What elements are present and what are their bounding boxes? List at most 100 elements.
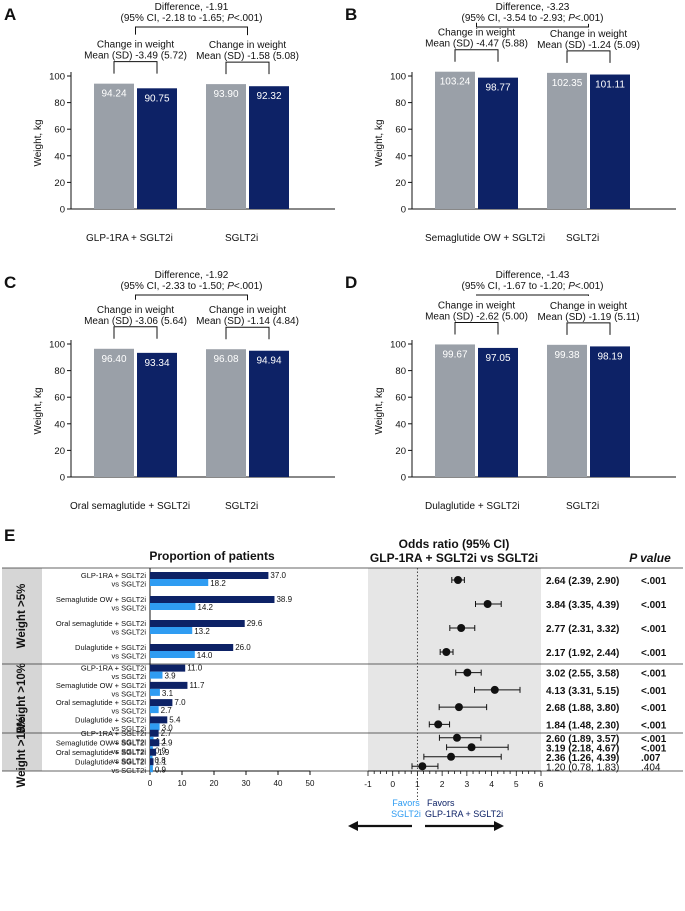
group-label: GLP-1RA + SGLT2i (86, 233, 173, 244)
difference-label: Difference, -1.91 (155, 2, 229, 13)
section-label: Weight >10% (16, 663, 28, 734)
glp1-proportion-bar (150, 758, 154, 766)
y-tick-label: 0 (401, 473, 406, 484)
y-tick-label: 20 (395, 178, 406, 189)
favors-left-label: Favors (392, 798, 420, 808)
bar-value-label: 94.94 (256, 356, 281, 367)
odds-ratio-tick-label: -1 (364, 779, 372, 789)
followup-bar (249, 86, 289, 209)
p-value: <.001 (641, 686, 667, 697)
change-bracket (113, 326, 158, 339)
sglt2-proportion-bar (150, 706, 159, 714)
glp1-proportion-bar (150, 644, 234, 651)
glp1-proportion-bar (150, 572, 269, 579)
comparison-label: Semaglutide OW + SGLT2i (56, 681, 146, 690)
y-tick-label: 20 (54, 178, 65, 189)
followup-bar (137, 352, 177, 477)
change-bracket (454, 49, 499, 62)
followup-bar (590, 346, 630, 477)
comparison-sublabel: vs SGLT2i (112, 672, 147, 681)
change-label: Mean (SD) -2.62 (5.00) (425, 311, 528, 322)
comparison-sublabel: vs SGLT2i (112, 580, 147, 589)
bar-value-label: 93.34 (144, 358, 169, 369)
glp1-proportion-value: 11.0 (187, 664, 203, 673)
panel-letter-B: B (345, 5, 357, 24)
odds-ratio-ci-text: 3.84 (3.35, 4.39) (546, 600, 619, 611)
sglt2-proportion-value: 18.2 (210, 579, 226, 588)
y-tick-label: 0 (401, 205, 406, 216)
change-bracket (113, 61, 158, 74)
bar-value-label: 93.90 (213, 89, 238, 100)
p-value: .007 (641, 753, 661, 764)
change-label: Mean (SD) -4.47 (5.88) (425, 39, 528, 50)
comparison-label: Oral semaglutide + SGLT2i (56, 748, 146, 757)
panel-letter-E: E (4, 526, 15, 545)
y-tick-label: 100 (49, 340, 65, 351)
change-label: Mean (SD) -1.19 (5.11) (537, 312, 639, 323)
change-label: Mean (SD) -3.49 (5.72) (84, 51, 187, 62)
y-tick-label: 60 (395, 125, 406, 136)
p-value: .404 (641, 762, 661, 773)
comparison-sublabel: vs SGLT2i (112, 652, 147, 661)
difference-label: Difference, -1.92 (155, 270, 229, 281)
proportion-tick-label: 40 (274, 779, 283, 788)
followup-bar (249, 350, 289, 477)
section-label: Weight >5% (16, 584, 28, 649)
section-label: Weight >15% (16, 716, 28, 787)
followup-bar (590, 74, 630, 209)
baseline-bar (94, 348, 134, 477)
sglt2-proportion-bar (150, 627, 193, 634)
change-label: Change in weight (550, 29, 627, 40)
bar-value-label: 96.40 (101, 354, 126, 365)
comparison-sublabel: vs SGLT2i (112, 766, 147, 775)
difference-ci: (95% CI, -2.33 to -1.50; P<.001) (120, 281, 262, 292)
p-value: <.001 (641, 703, 667, 714)
baseline-bar (547, 72, 587, 209)
comparison-sublabel: vs SGLT2i (112, 724, 147, 733)
odds-ratio-ci-text: 2.36 (1.26, 4.39) (546, 753, 619, 764)
comparison-label: Oral semaglutide + SGLT2i (56, 698, 146, 707)
odds-ratio-ci-text: 1.20 (0.78, 1.83) (546, 762, 619, 773)
group-label: SGLT2i (225, 501, 258, 512)
comparison-sublabel: vs SGLT2i (112, 707, 147, 716)
change-label: Change in weight (550, 301, 627, 312)
difference-ci: (95% CI, -3.54 to -2.93; P<.001) (461, 13, 603, 24)
sglt2-proportion-bar (150, 651, 195, 658)
odds-ratio-tick-label: 6 (539, 779, 544, 789)
difference-ci: (95% CI, -2.18 to -1.65; P<.001) (120, 13, 262, 24)
favors-right-label: GLP-1RA + SGLT2i (425, 809, 503, 819)
change-label: Change in weight (438, 28, 515, 39)
sglt2-proportion-value: 1.1 (156, 737, 168, 746)
comparison-label: Dulaglutide + SGLT2i (75, 757, 146, 766)
comparison-label: Dulaglutide + SGLT2i (75, 643, 146, 652)
p-value: <.001 (641, 743, 667, 754)
comparison-label: GLP-1RA + SGLT2i (81, 571, 146, 580)
y-tick-label: 60 (54, 125, 65, 136)
glp1-proportion-value: 26.0 (235, 643, 251, 652)
glp1-proportion-value: 1.9 (158, 748, 170, 757)
y-tick-label: 60 (54, 393, 65, 404)
bar-value-label: 101.11 (595, 80, 625, 91)
bar-value-label: 99.38 (554, 350, 579, 361)
sglt2-proportion-value: 14.2 (197, 603, 213, 612)
change-label: Mean (SD) -3.06 (5.64) (84, 316, 187, 327)
difference-label: Difference, -1.43 (496, 270, 570, 281)
glp1-proportion-value: 2.9 (161, 738, 173, 747)
y-tick-label: 100 (390, 72, 406, 83)
sglt2-proportion-value: 3.0 (162, 723, 174, 732)
group-label: Oral semaglutide + SGLT2i (70, 501, 190, 512)
change-bracket (225, 61, 270, 75)
proportion-tick-label: 10 (178, 779, 187, 788)
odds-ratio-ci-text: 3.19 (2.18, 4.67) (546, 743, 619, 754)
y-tick-label: 20 (54, 446, 65, 457)
difference-ci: (95% CI, -1.67 to -1.20; P<.001) (461, 281, 603, 292)
baseline-bar (435, 344, 475, 477)
change-label: Change in weight (97, 305, 174, 316)
y-axis-title: Weight, kg (33, 387, 44, 434)
glp1-proportion-bar (150, 748, 157, 756)
difference-bracket (476, 294, 589, 296)
comparison-label: Semaglutide OW + SGLT2i (56, 738, 146, 747)
change-bracket (566, 50, 611, 63)
y-tick-label: 0 (60, 205, 65, 216)
